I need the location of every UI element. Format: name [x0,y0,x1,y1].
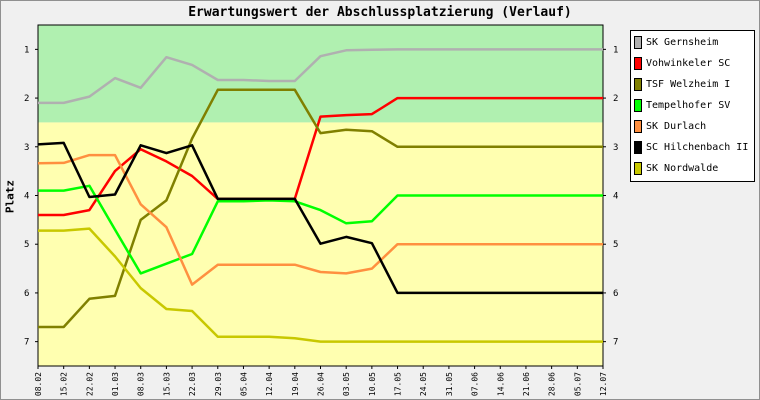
legend-label: SK Gernsheim [646,37,719,48]
legend-swatch [634,99,642,112]
y-tick-label-left: 2 [24,94,29,104]
x-tick-label: 21.06 [522,372,531,396]
x-tick-label: 22.02 [85,372,94,396]
y-tick-label-right: 3 [613,143,618,153]
x-tick-label: 01.03 [111,372,120,396]
y-tick-label-left: 3 [24,143,29,153]
x-tick-label: 12.07 [599,372,608,396]
x-tick-label: 05.04 [239,372,248,396]
legend-swatch [634,78,642,91]
legend-label: Vohwinkeler SC [646,58,731,69]
y-axis-label: Platz [3,179,17,214]
legend-item: TSF Welzheim I [631,74,754,95]
x-tick-label: 24.05 [419,372,428,396]
y-tick-label-left: 6 [24,289,29,299]
legend-item: SK Durlach [631,116,754,137]
y-tick-label-right: 1 [613,45,618,55]
x-tick-label: 07.06 [471,372,480,396]
y-tick-label-left: 5 [24,240,29,250]
series-line-2 [38,96,603,217]
legend-swatch [634,57,642,70]
legend-label: SC Hilchenbach II [646,142,749,153]
series-line-1 [38,48,603,105]
x-tick-label: 31.05 [445,372,454,396]
legend-swatch [634,141,642,154]
series-line-7 [38,227,603,343]
x-tick-label: 26.04 [317,372,326,396]
x-tick-label: 03.05 [342,372,351,396]
legend-label: SK Nordwalde [646,163,719,174]
series-line-6 [37,141,603,295]
legend-label: TSF Welzheim I [646,79,731,90]
x-tick-label: 29.03 [214,372,223,396]
x-tick-label: 10.05 [368,372,377,396]
y-tick-label-right: 4 [613,192,618,202]
legend-swatch [634,36,642,49]
y-tick-label-right: 5 [613,240,618,250]
x-tick-label: 08.02 [34,372,43,396]
y-tick-label-left: 1 [24,45,29,55]
x-tick-label: 15.03 [162,372,171,396]
chart-title: Erwartungswert der Abschlussplatzierung … [188,5,572,20]
x-tick-label: 28.06 [548,372,557,396]
band-0 [38,25,603,123]
x-tick-label: 05.07 [573,372,582,396]
y-tick-label-left: 4 [24,192,29,202]
x-tick-label: 15.02 [60,372,69,396]
legend-label: SK Durlach [646,121,707,132]
x-tick-label: 12.04 [265,372,274,396]
legend-item: SK Nordwalde [631,158,754,179]
x-tick-label: 19.04 [291,372,300,396]
series-line-5 [37,153,603,286]
legend-item: SC Hilchenbach II [631,137,754,158]
x-tick-label: 08.03 [137,372,146,396]
legend-swatch [634,162,642,175]
y-tick-label-left: 7 [24,338,29,348]
y-tick-label-right: 2 [613,94,618,104]
x-tick-label: 14.06 [496,372,505,396]
x-tick-label: 17.05 [394,372,403,396]
legend-item: Vohwinkeler SC [631,53,754,74]
series-line-4 [38,184,603,275]
y-tick-label-right: 7 [613,338,618,348]
series-line-3 [38,88,603,329]
legend-swatch [634,120,642,133]
legend-label: Tempelhofer SV [646,100,731,111]
legend: SK Gernsheim Vohwinkeler SC TSF Welzheim I… [630,30,755,182]
y-tick-label-right: 6 [613,289,618,299]
legend-item: SK Gernsheim [631,32,754,53]
x-tick-label: 22.03 [188,372,197,396]
legend-item: Tempelhofer SV [631,95,754,116]
